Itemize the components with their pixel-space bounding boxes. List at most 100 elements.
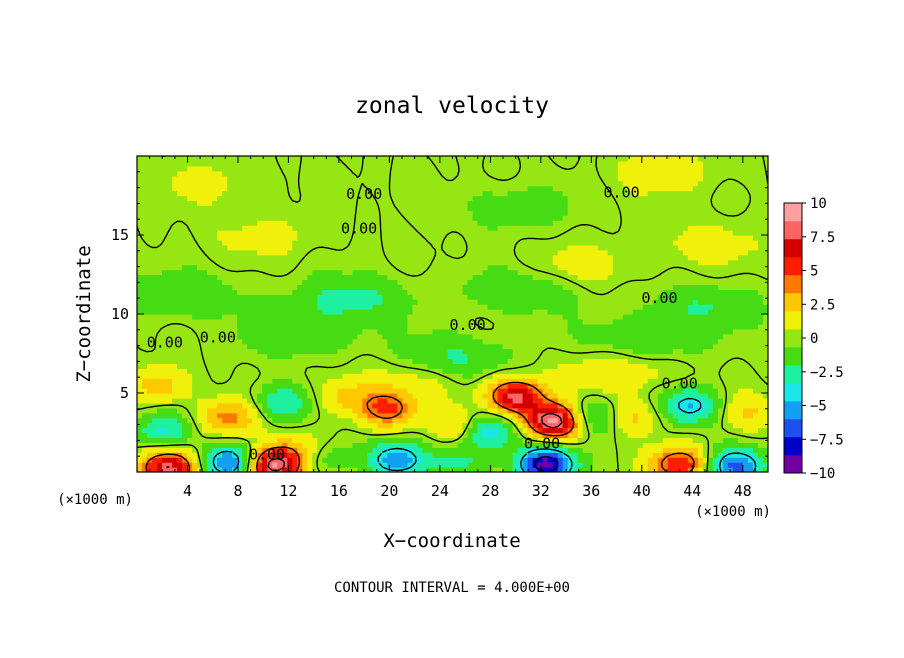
field-cell: [567, 343, 574, 350]
field-cell: [202, 432, 208, 439]
field-cell: [717, 373, 724, 379]
field-cell: [472, 314, 479, 320]
field-cell: [237, 274, 243, 281]
field-cell: [152, 358, 158, 364]
field-cell: [337, 304, 343, 310]
field-cell: [557, 289, 564, 295]
field-cell: [167, 299, 173, 305]
field-cell: [387, 393, 394, 399]
field-cell: [737, 289, 744, 295]
field-cell: [482, 323, 489, 330]
field-cell: [147, 309, 153, 315]
field-cell: [462, 323, 469, 330]
field-cell: [467, 442, 474, 448]
field-cell: [512, 304, 519, 310]
field-cell: [577, 358, 584, 364]
field-cell: [257, 447, 263, 453]
field-cell: [757, 402, 764, 409]
field-cell: [222, 447, 228, 453]
field-cell: [627, 457, 634, 463]
field-cell: [382, 343, 388, 350]
field-cell: [542, 373, 549, 379]
field-cell: [587, 467, 594, 472]
field-cell: [647, 383, 654, 389]
field-cell: [392, 353, 399, 360]
field-cell: [177, 348, 183, 355]
field-cell: [157, 284, 163, 290]
field-cell: [597, 363, 604, 369]
field-cell: [297, 388, 303, 394]
field-cell: [287, 363, 293, 369]
field-cell: [312, 388, 318, 394]
field-cell: [722, 432, 729, 439]
field-cell: [412, 333, 419, 340]
field-cell: [457, 437, 464, 443]
field-cell: [137, 348, 143, 355]
field-cell: [382, 427, 388, 434]
field-cell: [232, 289, 238, 295]
field-cell: [432, 393, 439, 399]
field-cell: [472, 309, 479, 315]
field-cell: [707, 314, 714, 320]
field-cell: [557, 304, 564, 310]
field-cell: [172, 447, 178, 453]
field-cell: [142, 289, 148, 295]
field-cell: [687, 314, 694, 320]
field-cell: [232, 417, 238, 424]
field-cell: [547, 467, 554, 472]
field-cell: [702, 442, 709, 448]
field-cell: [732, 318, 739, 325]
field-cell: [657, 467, 664, 472]
field-cell: [517, 427, 524, 434]
field-cell: [422, 348, 429, 355]
field-cell: [447, 462, 454, 468]
field-cell: [432, 299, 439, 305]
field-cell: [712, 457, 719, 463]
field-cell: [262, 427, 268, 434]
field-cell: [142, 432, 148, 439]
field-cell: [567, 294, 574, 300]
field-cell: [307, 402, 313, 409]
field-cell: [622, 328, 629, 335]
field-cell: [642, 432, 649, 439]
field-cell: [487, 274, 494, 281]
field-cell: [577, 323, 584, 330]
field-cell: [557, 388, 564, 394]
field-cell: [352, 304, 358, 310]
field-cell: [272, 427, 278, 434]
field-cell: [162, 397, 168, 404]
field-cell: [587, 378, 594, 384]
field-cell: [332, 333, 338, 340]
field-cell: [357, 397, 363, 404]
field-cell: [172, 348, 178, 355]
field-cell: [727, 397, 734, 404]
field-cell: [472, 338, 479, 345]
field-cell: [587, 442, 594, 448]
field-cell: [737, 304, 744, 310]
field-cell: [617, 338, 624, 345]
field-cell: [667, 388, 674, 394]
field-cell: [322, 333, 328, 340]
field-cell: [712, 328, 719, 335]
field-cell: [252, 294, 258, 300]
field-cell: [467, 447, 474, 453]
field-cell: [317, 304, 323, 310]
field-cell: [357, 323, 363, 330]
field-cell: [722, 422, 729, 429]
field-cell: [247, 373, 253, 379]
field-cell: [442, 343, 449, 350]
field-cell: [182, 318, 188, 325]
field-cell: [667, 437, 674, 443]
field-cell: [157, 348, 163, 355]
field-cell: [217, 383, 223, 389]
field-cell: [322, 348, 328, 355]
field-cell: [187, 452, 193, 458]
field-cell: [212, 457, 218, 463]
field-cell: [647, 294, 654, 300]
field-cell: [652, 348, 659, 355]
field-cell: [517, 407, 524, 414]
field-cell: [502, 432, 509, 439]
field-cell: [517, 363, 524, 369]
field-cell: [342, 294, 348, 300]
field-cell: [257, 397, 263, 404]
